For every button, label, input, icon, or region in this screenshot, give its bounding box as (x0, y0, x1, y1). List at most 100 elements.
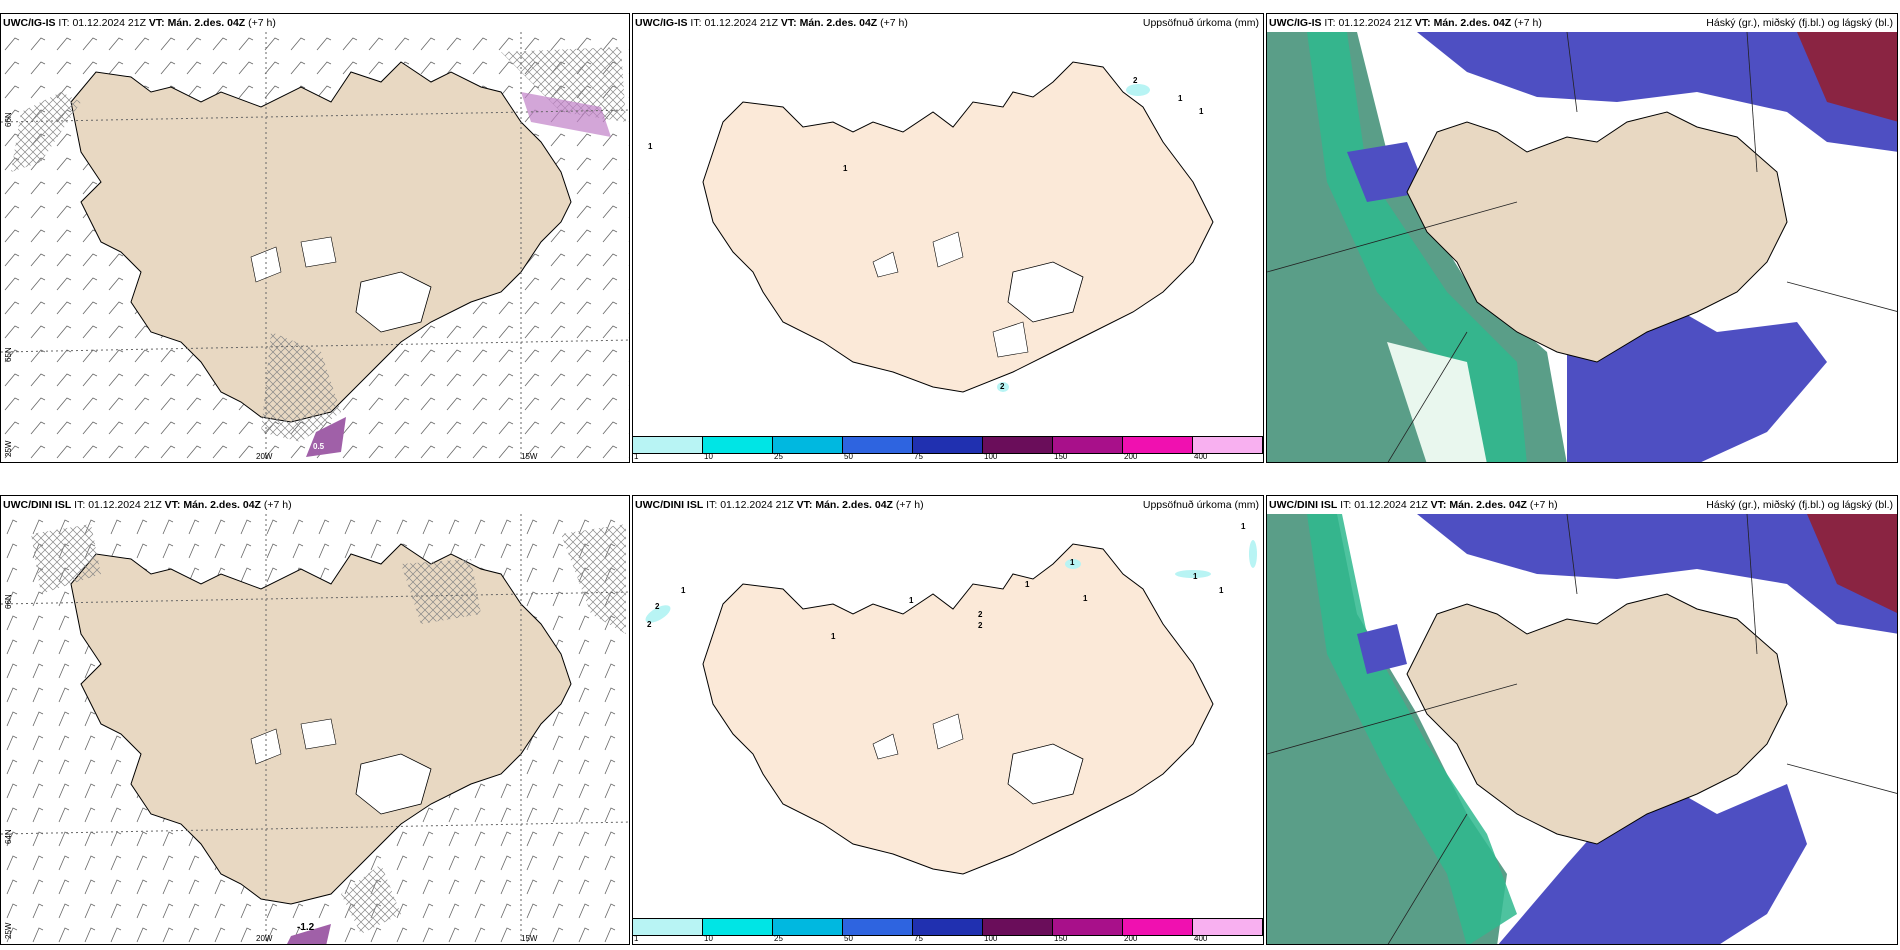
lat-label-65: 65N (4, 347, 13, 362)
vt-label: VT: (1430, 499, 1447, 511)
colorbar-label: 10 (704, 934, 713, 943)
colorbar-label: 1 (634, 452, 639, 461)
lon-label-15: 15W (521, 934, 538, 943)
lon-label-20: 20W (256, 934, 273, 943)
precip-value-label: 2 (978, 610, 983, 619)
colorbar-label: 200 (1124, 452, 1138, 461)
colorbar-label: 100 (984, 934, 998, 943)
colorbar-label: 25 (774, 934, 783, 943)
precip-value-label: 1 (1199, 107, 1204, 116)
vt-label: VT: (1414, 17, 1431, 29)
panel-header: UWC/DINI ISL IT: 01.12.2024 21Z VT: Mán.… (1267, 496, 1897, 514)
colorbar-label: 75 (914, 452, 923, 461)
cloud-map (1267, 32, 1897, 462)
colorbar-box (1123, 919, 1193, 935)
wind-map: 0.5 66N 65N 25W 20W 15W (1, 32, 629, 462)
colorbar-label: 400 (1194, 934, 1208, 943)
lead-time: (+7 h) (263, 499, 292, 511)
wind-value-label: 0.5 (313, 442, 325, 451)
vt-value: Mán. 2.des. 04Z (799, 17, 878, 29)
precip-value-label: 2 (647, 620, 652, 629)
precip-title: Uppsöfnuð úrkoma (mm) (1142, 499, 1259, 511)
colorbar-box (913, 437, 983, 453)
colorbar-box (983, 919, 1053, 935)
lead-time: (+7 h) (1514, 17, 1542, 29)
lead-time: (+7 h) (1529, 499, 1558, 511)
colorbar-label: 100 (984, 452, 998, 461)
model-name: UWC/DINI ISL (635, 499, 704, 511)
model-name: UWC/IG-IS (3, 17, 56, 29)
colorbar-box (633, 919, 703, 935)
cloud-title: Háský (gr.), miðský (fj.bl.) og lágský (… (1706, 17, 1893, 29)
colorbar-box (633, 437, 703, 453)
colorbar-label: 150 (1054, 934, 1068, 943)
precip-value-label: 1 (681, 586, 686, 595)
vt-label: VT: (796, 499, 813, 511)
colorbar-box (773, 919, 843, 935)
colorbar-box (843, 437, 913, 453)
colorbar-label: 150 (1054, 452, 1068, 461)
colorbar-label: 400 (1194, 452, 1208, 461)
it-label: IT: (74, 499, 86, 511)
colorbar-box (913, 919, 983, 935)
it-label: IT: (1340, 499, 1352, 511)
model-name: UWC/DINI ISL (3, 499, 72, 511)
precip-value-label: 1 (909, 596, 914, 605)
colorbar-box (1193, 919, 1263, 935)
lead-time: (+7 h) (248, 17, 276, 29)
precip-value-label: 1 (1178, 94, 1183, 103)
lead-time: (+7 h) (880, 17, 908, 29)
it-value: 01.12.2024 21Z (72, 17, 146, 29)
colorbar-label: 50 (844, 934, 853, 943)
colorbar-box (843, 919, 913, 935)
it-label: IT: (706, 499, 718, 511)
vt-value: Mán. 2.des. 04Z (815, 499, 893, 511)
colorbar-box (1053, 919, 1123, 935)
vt-label: VT: (148, 17, 165, 29)
precip-value-label: 2 (1000, 382, 1005, 391)
it-label: IT: (690, 17, 702, 29)
it-value: 01.12.2024 21Z (1338, 17, 1412, 29)
precip-value-label: 2 (655, 602, 660, 611)
precip-value-label: 1 (1219, 586, 1224, 595)
lat-label-66: 66N (4, 594, 13, 609)
panel-header: UWC/IG-IS IT: 01.12.2024 21Z VT: Mán. 2.… (633, 14, 1263, 32)
model-name: UWC/DINI ISL (1269, 499, 1338, 511)
colorbar-box (1053, 437, 1123, 453)
panel-header: UWC/IG-IS IT: 01.12.2024 21Z VT: Mán. 2.… (1, 14, 629, 32)
precip-map-panel-igis: UWC/IG-IS IT: 01.12.2024 21Z VT: Mán. 2.… (632, 13, 1264, 463)
it-label: IT: (1324, 17, 1336, 29)
panel-header: UWC/IG-IS IT: 01.12.2024 21Z VT: Mán. 2.… (1267, 14, 1897, 32)
precip-map: 1 2 2 1 1 1 2 2 1 1 1 1 1 (633, 514, 1263, 919)
colorbar-label: 50 (844, 452, 853, 461)
colorbar-label: 25 (774, 452, 783, 461)
wind-value-label: -1.2 (297, 922, 315, 933)
colorbar-box (1193, 437, 1263, 453)
vt-value: Mán. 2.des. 04Z (183, 499, 261, 511)
it-value: 01.12.2024 21Z (720, 499, 794, 511)
lat-label-66: 66N (4, 112, 13, 127)
model-name: UWC/IG-IS (1269, 17, 1322, 29)
precip-map-panel-dini: UWC/DINI ISL IT: 01.12.2024 21Z VT: Mán.… (632, 495, 1264, 945)
lon-label-25: 25W (4, 922, 13, 939)
precip-value-label: 2 (1133, 76, 1138, 85)
precip-value-label: 1 (1193, 572, 1198, 581)
colorbar-label: 1 (634, 934, 639, 943)
vt-value: Mán. 2.des. 04Z (1449, 499, 1527, 511)
lon-label-20: 20W (256, 452, 273, 461)
cloud-map-panel-dini: UWC/DINI ISL IT: 01.12.2024 21Z VT: Mán.… (1266, 495, 1898, 945)
colorbar-label: 10 (704, 452, 713, 461)
cloud-map (1267, 514, 1897, 944)
lead-time: (+7 h) (895, 499, 924, 511)
cloud-title: Háský (gr.), miðský (fj.bl.) og lágský (… (1706, 499, 1893, 511)
colorbar-label: 75 (914, 934, 923, 943)
precip-value-label: 1 (1070, 558, 1075, 567)
precip-colorbar: 1 10 25 50 75 100 150 200 400 (633, 436, 1263, 462)
precip-value-label: 1 (648, 142, 653, 151)
precip-title: Uppsöfnuð úrkoma (mm) (1142, 17, 1259, 29)
colorbar-box (703, 919, 773, 935)
colorbar-box (1123, 437, 1193, 453)
lon-label-25: 25W (4, 440, 13, 457)
precip-value-label: 1 (1241, 522, 1246, 531)
wind-map-panel-igis: UWC/IG-IS IT: 01.12.2024 21Z VT: Mán. 2.… (0, 13, 630, 463)
